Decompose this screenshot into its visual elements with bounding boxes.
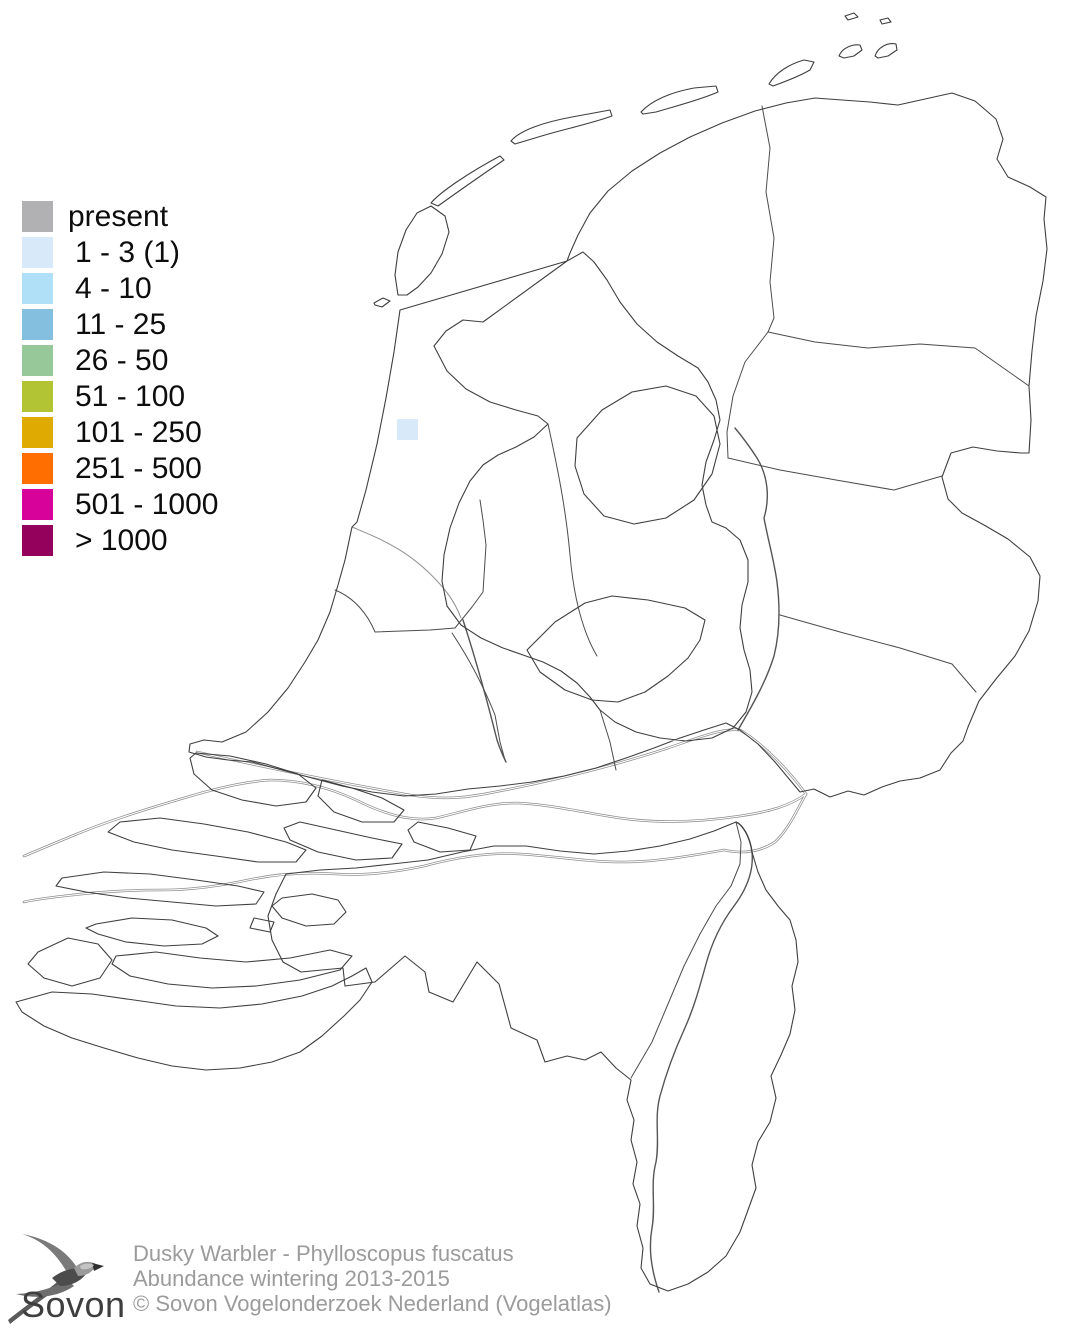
caption-subtitle: Abundance wintering 2013-2015 <box>133 1266 450 1291</box>
caption-copyright: © Sovon Vogelonderzoek Nederland (Vogela… <box>133 1291 612 1316</box>
legend-swatch-1-3 <box>22 237 53 268</box>
map-caption: Dusky Warbler - Phylloscopus fuscatus Ab… <box>133 1241 612 1316</box>
legend-row: > 1000 <box>22 525 218 556</box>
legend-swatch-251-500 <box>22 453 53 484</box>
island-rottumerplaat <box>838 44 863 59</box>
islet-north-1 <box>844 12 859 21</box>
island-schiermonnikoog <box>768 59 815 87</box>
island-zuid-beveland <box>111 949 353 989</box>
island-vlieland <box>430 155 505 207</box>
border-overijssel-gelderland <box>779 614 977 693</box>
legend-label: present <box>68 200 169 233</box>
abundance-cell <box>397 419 418 440</box>
legend-label: 26 - 50 <box>75 344 169 377</box>
brabant-limburg-outline <box>267 821 799 1292</box>
island-tholen <box>271 893 347 927</box>
border-drenthe-overijssel <box>727 457 943 491</box>
legend-label: 101 - 250 <box>75 416 202 449</box>
legend-swatch-11-25 <box>22 309 53 340</box>
island-terschelling <box>510 109 613 145</box>
abundance-legend: present 1 - 3 (1) 4 - 10 11 - 25 26 - 50… <box>22 201 218 561</box>
islet-north-2 <box>879 17 892 25</box>
legend-label: 251 - 500 <box>75 452 202 485</box>
zeeuws-vlaanderen-outline <box>15 967 373 1071</box>
island-noorderhaaks <box>373 297 391 308</box>
legend-label: 4 - 10 <box>75 272 152 305</box>
river-rijn-lek <box>195 728 808 800</box>
border-friesland-drenthe <box>726 331 769 459</box>
island-noord-beveland <box>85 917 219 947</box>
legend-label: 11 - 25 <box>75 308 167 341</box>
legend-label: 501 - 1000 <box>75 488 219 521</box>
amsterdam-rijnkanaal <box>462 619 507 763</box>
island-rottumeroog <box>874 43 898 59</box>
legend-label: 51 - 100 <box>75 380 186 413</box>
island-ameland <box>640 85 719 115</box>
legend-swatch-present <box>22 201 53 232</box>
river-ijssel <box>734 427 780 731</box>
island-walcheren <box>27 937 113 987</box>
coastline-group <box>15 12 1048 1292</box>
legend-label: > 1000 <box>75 524 168 557</box>
dark-rivers-group <box>462 427 780 1293</box>
island-sint-philipsland <box>249 917 275 933</box>
legend-row: 4 - 10 <box>22 273 218 304</box>
legend-swatch-51-100 <box>22 381 53 412</box>
border-utrecht-zuidholland <box>451 632 506 761</box>
legend-label: 1 - 3 (1) <box>75 236 181 269</box>
border-nh-zh-utrecht <box>334 499 487 633</box>
legend-row: 501 - 1000 <box>22 489 218 520</box>
legend-swatch-501-1000 <box>22 489 53 520</box>
island-dordrecht <box>407 821 477 853</box>
border-utrecht-gelderland <box>599 709 617 771</box>
legend-row: 101 - 250 <box>22 417 218 448</box>
island-texel <box>394 205 450 296</box>
province-borders-group <box>334 105 1030 1079</box>
noordoostpolder-outline <box>574 385 721 525</box>
mainland-outline <box>188 92 1048 798</box>
legend-swatch-101-250 <box>22 417 53 448</box>
legend-row: 1 - 3 (1) <box>22 237 218 268</box>
river-maas-limburg <box>649 821 753 1293</box>
sovon-logo-swallow-icon <box>8 1234 104 1324</box>
legend-row: present <box>22 201 218 232</box>
border-markermeer <box>547 423 598 657</box>
legend-row: 251 - 500 <box>22 453 218 484</box>
island-hoeksche-waard <box>283 821 403 861</box>
island-ijsselmonde <box>317 779 405 823</box>
island-schouwen-duiveland <box>55 871 265 907</box>
border-brabant-limburg <box>630 821 742 1079</box>
legend-row: 26 - 50 <box>22 345 218 376</box>
legend-swatch-4-10 <box>22 273 53 304</box>
flevoland-outline <box>526 595 706 703</box>
caption-species: Dusky Warbler - Phylloscopus fuscatus <box>133 1241 514 1266</box>
legend-swatch-26-50 <box>22 345 53 376</box>
island-voorne-putten <box>189 752 317 807</box>
rivers-group <box>22 526 808 904</box>
noordzeekanaal <box>351 526 462 619</box>
legend-swatch-gt-1000 <box>22 525 53 556</box>
river-waal-merwede <box>22 778 808 858</box>
border-friesland-groningen <box>761 105 775 333</box>
sovon-wordmark: Sovon <box>21 1284 126 1325</box>
legend-row: 11 - 25 <box>22 309 218 340</box>
legend-row: 51 - 100 <box>22 381 218 412</box>
border-groningen-drenthe <box>767 331 1030 387</box>
island-goeree-overflakkee <box>107 817 307 863</box>
